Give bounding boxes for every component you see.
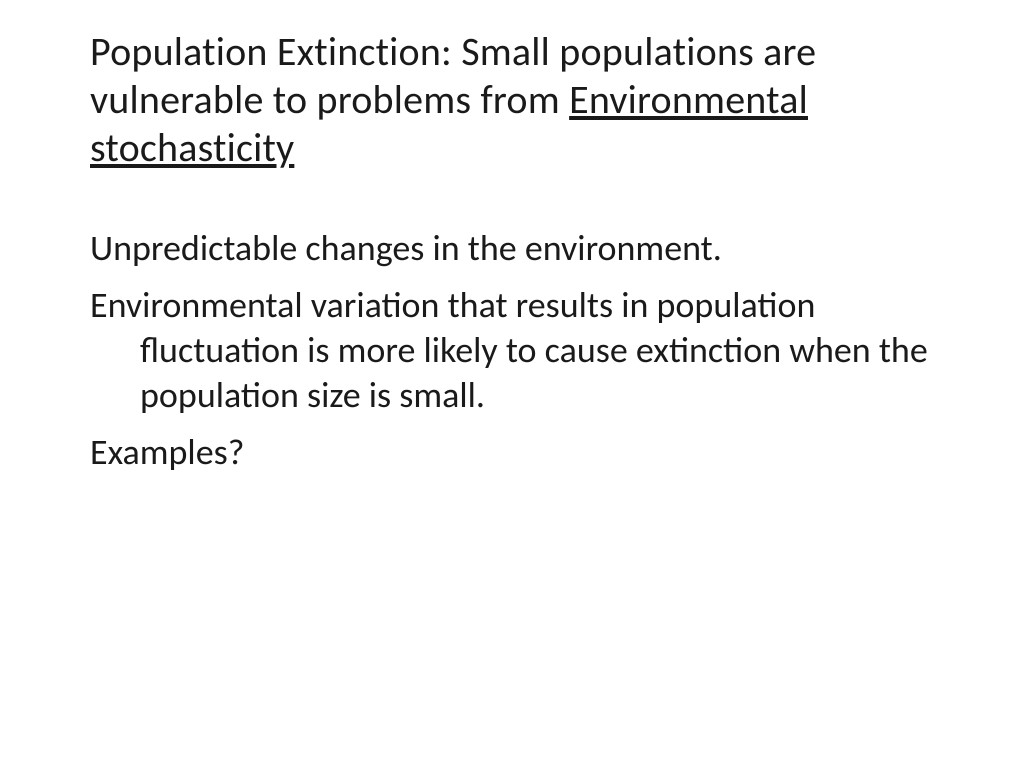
body-paragraph-3: Examples? xyxy=(90,430,934,475)
body-paragraph-1: Unpredictable changes in the environment… xyxy=(90,226,934,271)
slide-title: Population Extinction: Small populations… xyxy=(90,28,934,172)
body-paragraph-2: Environmental variation that results in … xyxy=(90,283,934,418)
slide-body: Unpredictable changes in the environment… xyxy=(90,226,934,475)
